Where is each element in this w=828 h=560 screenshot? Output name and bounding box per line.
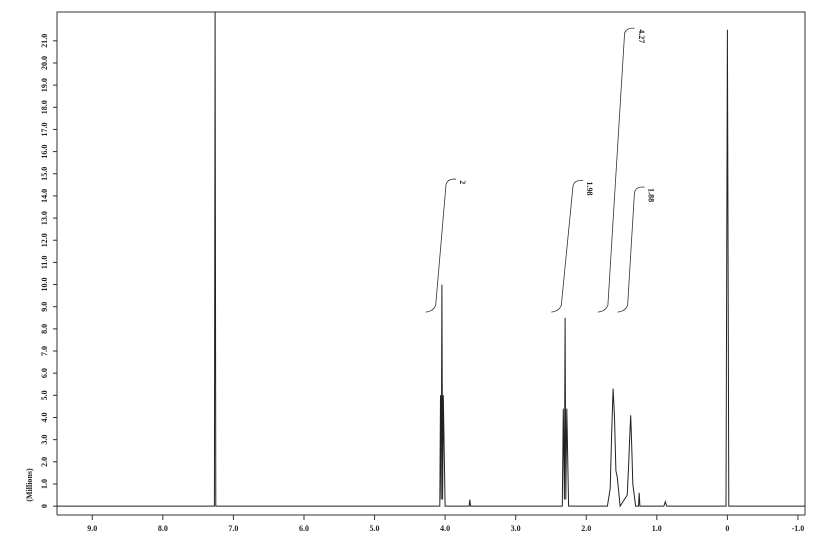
- y-tick-label: 18.0: [40, 100, 49, 114]
- y-tick-label: 7.0: [40, 346, 49, 356]
- y-tick-label: 21.0: [40, 34, 49, 48]
- spectrum-line: [57, 11, 805, 508]
- y-tick-label: 9.0: [40, 302, 49, 312]
- y-tick-label: 11.0: [40, 256, 49, 270]
- x-tick-label: 2.0: [581, 524, 591, 533]
- y-tick-label: 2.0: [40, 457, 49, 467]
- x-tick-label: 6.0: [299, 524, 309, 533]
- y-tick-label: 20.0: [40, 56, 49, 70]
- x-tick-label: 1.0: [652, 524, 662, 533]
- x-tick-label: 4.0: [440, 524, 450, 533]
- integral-curve: [617, 186, 645, 313]
- y-tick-label: 4.0: [40, 413, 49, 423]
- x-tick-label: 0: [725, 524, 729, 533]
- x-tick-label: 8.0: [158, 524, 168, 533]
- y-tick-label: 15.0: [40, 167, 49, 181]
- y-tick-label: 10.0: [40, 278, 49, 292]
- x-tick-label: 5.0: [370, 524, 380, 533]
- y-tick-label: 8.0: [40, 324, 49, 334]
- y-tick-label: 0: [40, 504, 49, 508]
- integral-curve: [425, 178, 457, 313]
- x-tick-label: -1.0: [792, 524, 805, 533]
- y-tick-label: 5.0: [40, 390, 49, 400]
- x-tick-label: 7.0: [228, 524, 238, 533]
- integral-label: 4.27: [637, 29, 646, 43]
- integral-label: 2: [458, 180, 467, 184]
- y-axis-label: (Millions): [25, 468, 34, 502]
- y-tick-label: 14.0: [40, 189, 49, 203]
- integral-curve: [597, 27, 635, 313]
- integral-curve: [551, 179, 584, 313]
- y-tick-label: 3.0: [40, 435, 49, 445]
- y-tick-label: 16.0: [40, 145, 49, 159]
- frame: [56, 11, 806, 515]
- y-tick-label: 13.0: [40, 211, 49, 225]
- x-tick-label: 3.0: [511, 524, 521, 533]
- y-tick-label: 1.0: [40, 479, 49, 489]
- integral-label: 1.98: [585, 182, 594, 196]
- y-tick-label: 17.0: [40, 122, 49, 136]
- y-tick-label: 19.0: [40, 78, 49, 92]
- y-tick-label: 12.0: [40, 233, 49, 247]
- y-tick-label: 6.0: [40, 368, 49, 378]
- x-tick-label: 9.0: [87, 524, 97, 533]
- integral-label: 1.88: [647, 188, 656, 202]
